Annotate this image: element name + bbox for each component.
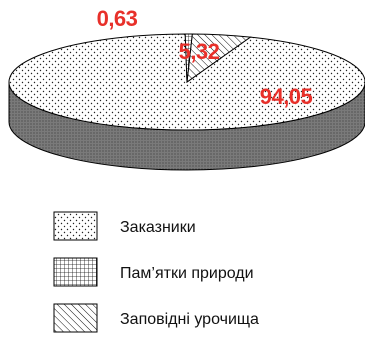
legend-label: Заповідні урочища: [120, 311, 259, 328]
data-label: 5,32: [179, 39, 220, 64]
data-label: 0,63: [97, 6, 138, 31]
legend-swatch: [53, 303, 98, 333]
pie-slice: [184, 33, 193, 83]
data-label: 94,05: [260, 84, 313, 109]
legend-swatch: [53, 211, 98, 241]
legend-label: Заказники: [120, 219, 196, 236]
legend-swatch: [53, 257, 98, 287]
legend-label: Пам’ятки природи: [120, 265, 254, 282]
